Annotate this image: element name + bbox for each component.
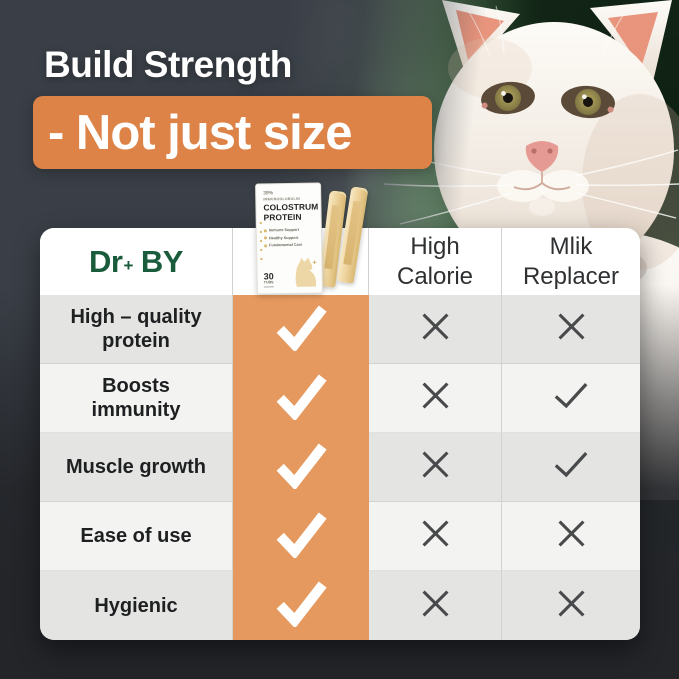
cross-icon bbox=[419, 448, 452, 486]
mark-cell-cross bbox=[369, 295, 502, 364]
svg-text:+: + bbox=[312, 260, 316, 267]
feature-label-cell: Ease of use bbox=[40, 502, 233, 571]
cross-icon bbox=[419, 310, 452, 348]
check-icon bbox=[272, 304, 330, 356]
mark-cell-cross bbox=[369, 433, 502, 502]
mark-cell-check bbox=[233, 571, 369, 640]
package-count: 30 TUBS bbox=[264, 272, 274, 288]
mark-cell-cross bbox=[369, 502, 502, 571]
check-icon bbox=[552, 381, 590, 415]
package-feature-list: Immune Support Healthy Support Fundamental… bbox=[257, 228, 321, 248]
mark-cell-check bbox=[233, 295, 369, 364]
brand-suffix: BY bbox=[140, 243, 184, 279]
check-icon bbox=[272, 442, 330, 494]
package-tagline: IMMUNOGLOBULIN bbox=[263, 196, 300, 201]
headline-line2: - Not just size bbox=[48, 105, 353, 160]
product-box: 39% IMMUNOGLOBULIN COLOSTRUM PROTEIN Imm… bbox=[255, 182, 323, 295]
package-feature: Immune Support bbox=[263, 228, 321, 233]
brand-header-cell: Dr + BY bbox=[40, 228, 233, 295]
cat-silhouette-icon: + bbox=[295, 257, 317, 287]
cross-icon bbox=[555, 517, 588, 555]
mark-cell-cross bbox=[502, 571, 640, 640]
feature-label-cell: Boosts immunity bbox=[40, 364, 233, 433]
mark-cell-cross bbox=[369, 571, 502, 640]
feature-label-cell: High – quality protein bbox=[40, 295, 233, 364]
package-title-line1: COLOSTRUM bbox=[263, 200, 319, 212]
feature-label: Boosts immunity bbox=[91, 375, 181, 421]
feature-label: High – quality protein bbox=[70, 306, 202, 352]
feature-label: Muscle growth bbox=[65, 456, 206, 478]
package-feature: Fundamental Care bbox=[264, 243, 321, 248]
mark-cell-cross bbox=[502, 502, 640, 571]
gold-dots-decoration bbox=[258, 218, 264, 263]
package-title-line2: PROTEIN bbox=[263, 212, 302, 223]
package-feature: Healthy Support bbox=[263, 235, 321, 240]
brand-plus: + bbox=[123, 255, 133, 275]
check-icon bbox=[272, 511, 330, 563]
check-icon bbox=[272, 580, 330, 632]
mark-cell-check bbox=[233, 433, 369, 502]
feature-label: Hygienic bbox=[94, 594, 178, 617]
check-icon bbox=[552, 450, 590, 484]
headline-accent-box: - Not just size bbox=[33, 96, 432, 169]
package-count-unit: TUBS bbox=[264, 281, 274, 288]
mark-cell-check bbox=[233, 502, 369, 571]
feature-label-cell: Hygienic bbox=[40, 571, 233, 640]
feature-label: Ease of use bbox=[80, 525, 192, 547]
cross-icon bbox=[419, 379, 452, 417]
cross-icon bbox=[555, 587, 588, 625]
brand-prefix: Dr bbox=[89, 243, 123, 279]
product-package: 39% IMMUNOGLOBULIN COLOSTRUM PROTEIN Imm… bbox=[255, 182, 369, 295]
feature-label-cell: Muscle growth bbox=[40, 433, 233, 502]
mark-cell-check bbox=[502, 364, 640, 433]
brand-logo: Dr + BY bbox=[89, 243, 183, 281]
check-icon bbox=[272, 373, 330, 425]
cross-icon bbox=[419, 587, 452, 625]
column-header-milk-replacer: Mlik Replacer bbox=[502, 228, 640, 295]
mark-cell-check bbox=[233, 364, 369, 433]
headline-line1: Build Strength bbox=[44, 44, 292, 85]
column-header-high-calorie: High Calorie bbox=[369, 228, 502, 295]
mark-cell-cross bbox=[502, 295, 640, 364]
mark-cell-check bbox=[502, 433, 640, 502]
comparison-table: Dr + BY High Calorie Mlik Replacer High … bbox=[40, 228, 640, 640]
cross-icon bbox=[555, 310, 588, 348]
cross-icon bbox=[419, 517, 452, 555]
mark-cell-cross bbox=[369, 364, 502, 433]
